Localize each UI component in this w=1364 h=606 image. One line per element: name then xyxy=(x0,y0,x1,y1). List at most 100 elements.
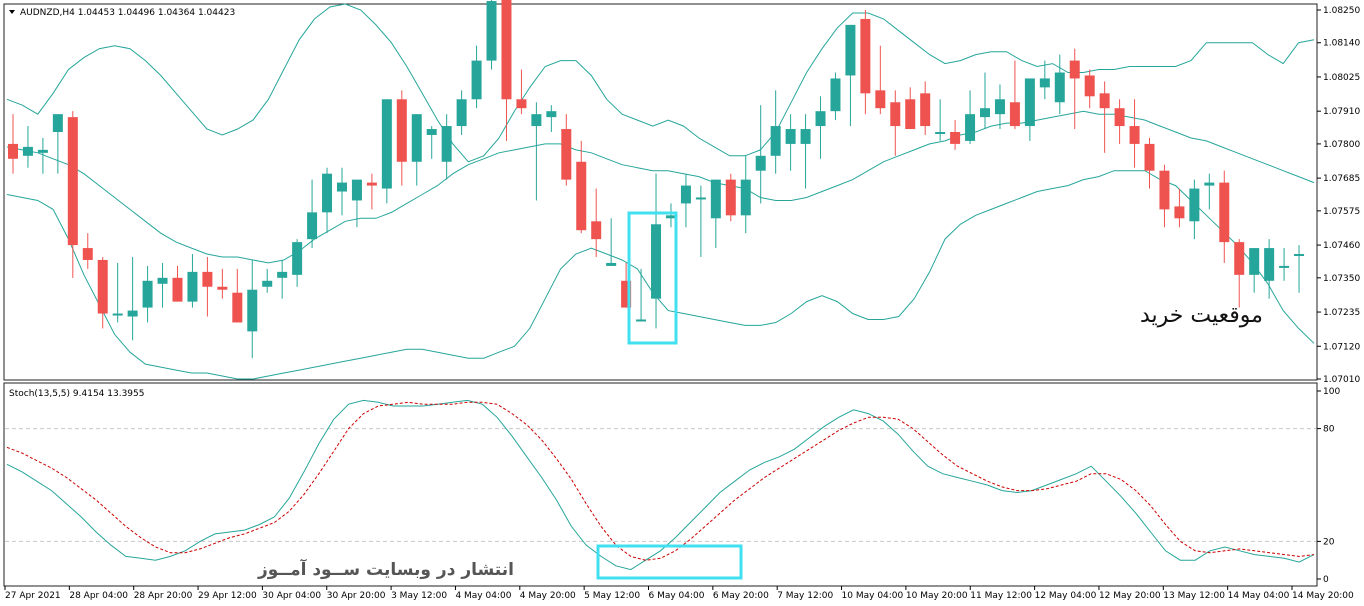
bull-candle-body xyxy=(636,319,647,322)
candle xyxy=(695,185,706,257)
bull-candle-body xyxy=(277,271,288,278)
stoch-main-line xyxy=(6,399,1315,571)
stoch-tick-label: 0 xyxy=(1323,575,1329,585)
time-tick-label: 10 May 04:00 xyxy=(842,591,904,601)
bull-candle-body xyxy=(52,114,63,133)
time-tick-label: 4 May 20:00 xyxy=(520,591,576,601)
stoch-panel-frame xyxy=(3,382,1318,587)
candle xyxy=(905,87,916,130)
bull-candle-body xyxy=(1204,182,1215,186)
candle xyxy=(292,239,303,287)
bull-candle-body xyxy=(1264,248,1275,281)
candle xyxy=(142,265,153,323)
bull-candle-body xyxy=(830,78,841,112)
bull-candle-body xyxy=(471,60,482,100)
bear-candle-body xyxy=(1114,108,1125,127)
price-tick-label: 1.08025 xyxy=(1323,73,1360,83)
time-tick-label: 29 Apr 12:00 xyxy=(198,591,257,601)
bear-candle-body xyxy=(1084,75,1095,97)
bear-candle-body xyxy=(725,179,736,216)
bear-candle-body xyxy=(501,0,512,100)
candle xyxy=(8,114,18,174)
candle xyxy=(965,90,976,144)
stoch-tick-label: 20 xyxy=(1323,537,1335,547)
bull-candle-body xyxy=(456,99,467,127)
candle xyxy=(1264,239,1275,299)
bull-candle-body xyxy=(486,1,497,61)
candle xyxy=(710,179,721,249)
bear-candle-body xyxy=(890,102,901,127)
bear-candle-body xyxy=(875,90,886,109)
bear-candle-body xyxy=(576,161,587,231)
candle xyxy=(1174,188,1185,228)
candle xyxy=(1114,99,1125,144)
candle xyxy=(800,114,811,189)
price-tick-label: 1.07460 xyxy=(1323,241,1360,251)
bear-candle-body xyxy=(1129,126,1140,144)
bull-candle-body xyxy=(441,126,452,162)
candle xyxy=(950,120,961,150)
bear-candle-body xyxy=(202,271,213,287)
time-tick-label: 27 Apr 2021 xyxy=(5,591,61,601)
bull-candle-body xyxy=(1279,265,1290,268)
price-axis: 1.08250 1.08140 1.08025 1.07910 1.07800 1.076… xyxy=(1317,6,1360,385)
dropdown-triangle-icon[interactable] xyxy=(9,10,15,14)
bear-candle-body xyxy=(621,280,632,308)
bear-candle-body xyxy=(8,143,18,159)
bull-candle-body xyxy=(307,212,318,240)
bull-candle-body xyxy=(187,271,198,302)
candle xyxy=(426,126,437,159)
candle xyxy=(1009,60,1020,130)
time-axis: 27 Apr 2021 28 Apr 04:00 28 Apr 20:00 29 Ap… xyxy=(4,586,1354,601)
candle xyxy=(815,96,826,159)
bull-candle-body xyxy=(1039,78,1050,88)
bear-candle-body xyxy=(860,18,871,94)
bull-candle-body xyxy=(994,99,1005,115)
bull-candle-body xyxy=(965,114,976,141)
bear-candle-body xyxy=(1219,182,1230,243)
bull-candle-body xyxy=(651,224,662,299)
time-tick-label: 28 Apr 20:00 xyxy=(134,591,193,601)
price-tick-label: 1.07235 xyxy=(1323,308,1360,318)
stochastic-lines xyxy=(6,399,1315,571)
candle xyxy=(366,173,377,210)
bull-candle-body xyxy=(665,215,676,219)
candle xyxy=(187,254,198,308)
bear-candle-body xyxy=(232,292,243,323)
bear-candle-body xyxy=(1099,93,1110,109)
bull-candle-body xyxy=(531,114,542,127)
bull-candle-body xyxy=(935,132,946,135)
time-tick-label: 3 May 12:00 xyxy=(391,591,447,601)
bear-candle-body xyxy=(1159,170,1170,210)
candle xyxy=(456,90,467,135)
candle xyxy=(845,24,856,127)
time-tick-label: 4 May 04:00 xyxy=(455,591,511,601)
bull-candle-body xyxy=(770,126,781,156)
candle xyxy=(561,114,572,186)
candle xyxy=(1069,48,1080,130)
candle xyxy=(621,262,632,308)
candle xyxy=(920,81,931,135)
bull-candle-body xyxy=(112,313,123,316)
candle xyxy=(1054,54,1065,115)
buy-position-label: موقعیت خرید xyxy=(1140,303,1263,328)
bull-candle-body xyxy=(351,179,362,201)
candle xyxy=(52,114,63,174)
bollinger-upper-line xyxy=(6,3,1315,163)
candle xyxy=(157,262,168,308)
bull-candle-body xyxy=(800,129,811,144)
candle xyxy=(1099,81,1110,153)
time-tick-label: 30 Apr 20:00 xyxy=(327,591,386,601)
stoch-axis: 100 80 20 0 xyxy=(1317,387,1340,585)
bear-candle-body xyxy=(366,182,377,186)
bull-candle-body xyxy=(247,289,258,332)
candle xyxy=(770,90,781,174)
candle xyxy=(351,179,362,228)
candle xyxy=(785,114,796,171)
candle xyxy=(755,105,766,204)
watermark-text: انتشار در وبسایت ســود آمــوز xyxy=(257,558,514,580)
bull-candle-body xyxy=(1024,78,1035,127)
candle xyxy=(1279,248,1290,281)
candle xyxy=(1129,99,1140,168)
bear-candle-body xyxy=(920,93,931,127)
